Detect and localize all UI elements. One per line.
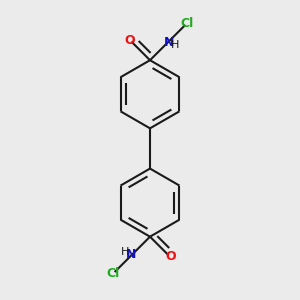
Text: H: H	[171, 40, 180, 50]
Text: H: H	[120, 247, 129, 257]
Text: Cl: Cl	[106, 267, 119, 280]
Text: O: O	[124, 34, 135, 47]
Text: N: N	[164, 36, 174, 49]
Text: N: N	[126, 248, 136, 261]
Text: O: O	[165, 250, 176, 263]
Text: Cl: Cl	[181, 17, 194, 30]
